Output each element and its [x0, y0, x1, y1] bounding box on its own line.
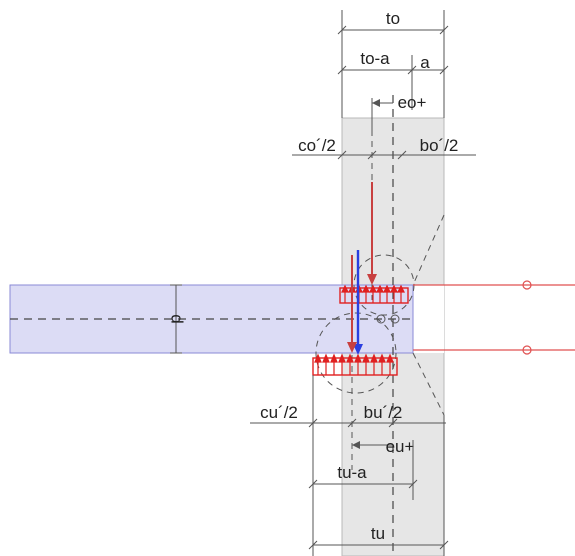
- cu-bu-dimension: [250, 418, 446, 428]
- co-bo-dimension: [292, 150, 476, 160]
- joint-cutout: [413, 285, 444, 353]
- tu-a-label: tu-a: [337, 463, 367, 482]
- bo-half-label: bo´/2: [420, 136, 459, 155]
- d-label: d: [168, 314, 187, 323]
- eo-plus-label: eo+: [398, 93, 427, 112]
- to-a-label: to-a: [360, 49, 390, 68]
- eu-dimension: [352, 441, 393, 449]
- shear-force-arrow-blue: [353, 250, 363, 355]
- shear-force-arrow-red: [347, 255, 357, 353]
- to-label: to: [386, 9, 400, 28]
- to-a-dimension: [337, 55, 449, 110]
- joint-node-a: [376, 314, 386, 324]
- a-label: a: [420, 53, 430, 72]
- cu-half-label: cu´/2: [260, 403, 298, 422]
- bu-half-label: bu´/2: [364, 403, 403, 422]
- tu-dimension: [308, 375, 449, 556]
- tu-a-dimension: [308, 440, 418, 500]
- lower-tie-node: [522, 345, 532, 355]
- upper-strut-line: [412, 214, 445, 286]
- eo-dimension: [371, 98, 393, 130]
- co-half-label: co´/2: [298, 136, 336, 155]
- lower-stress-block: [312, 353, 398, 376]
- lower-node-circle: [315, 312, 397, 394]
- to-dimension: [337, 10, 449, 118]
- lower-strut-line: [412, 352, 445, 416]
- upper-tie-node: [522, 280, 532, 290]
- eu-plus-label: eu+: [386, 437, 415, 456]
- tu-label: tu: [371, 524, 385, 543]
- joint-node-b: [390, 314, 400, 324]
- upper-column-force-arrow: [367, 182, 377, 285]
